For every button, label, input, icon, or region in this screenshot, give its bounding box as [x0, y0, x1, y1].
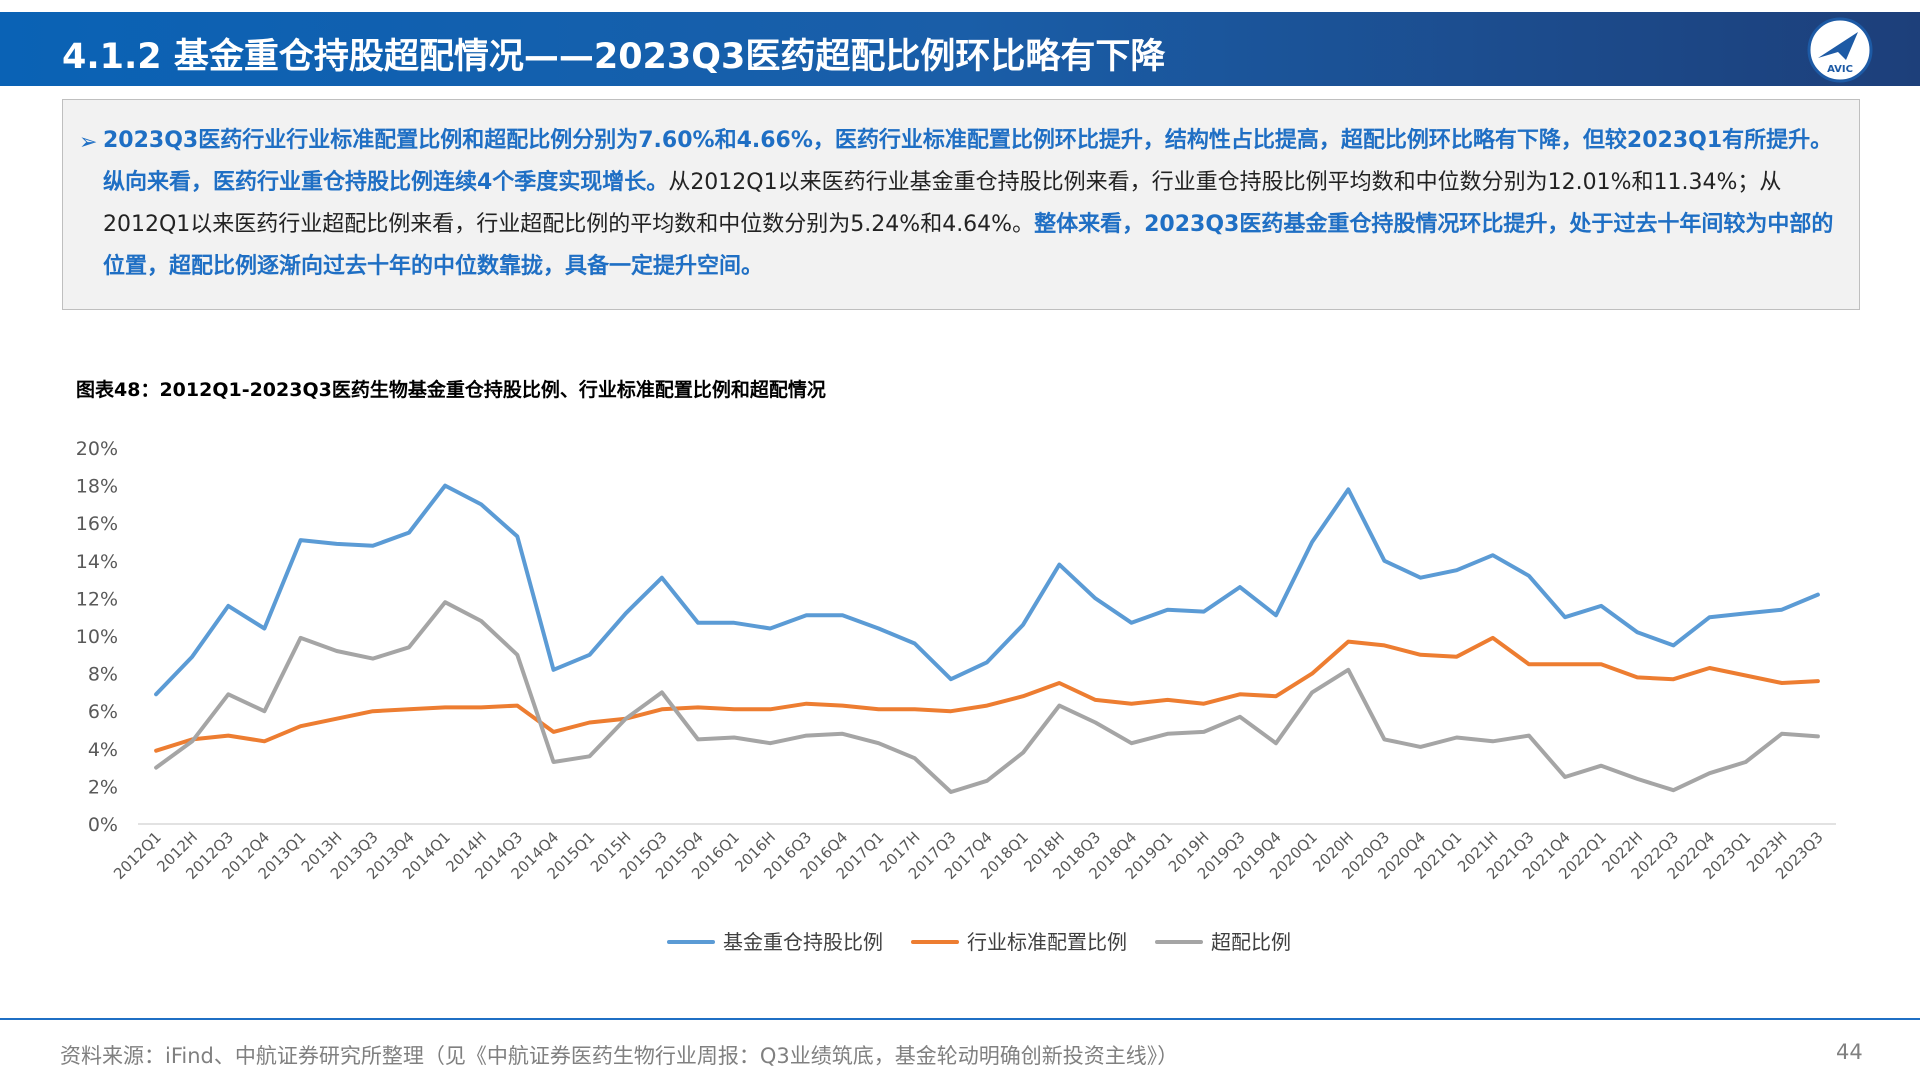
logo-text: AVIC	[1827, 64, 1853, 75]
summary-box: ➢ 2023Q3医药行业行业标准配置比例和超配比例分别为7.60%和4.66%，…	[62, 99, 1860, 310]
y-tick-label: 12%	[76, 588, 118, 610]
legend-label-1: 基金重仓持股比例	[723, 930, 883, 954]
summary-text: 2023Q3医药行业行业标准配置比例和超配比例分别为7.60%和4.66%，医药…	[103, 120, 1843, 288]
y-tick-label: 10%	[76, 626, 118, 648]
source-note: 资料来源：iFind、中航证券研究所整理（见《中航证券医药生物行业周报：Q3业绩…	[60, 1044, 1179, 1068]
y-tick-label: 2%	[88, 776, 118, 798]
series-line-3	[154, 600, 1820, 794]
summary-highlight-2: 整体来看，2023Q3医药基金重仓持股情况环比提升，处于过去十年间较为中部的位置…	[103, 212, 1834, 279]
footer-divider	[0, 1018, 1920, 1020]
x-axis: 2012Q12012H2012Q32012Q42013Q12013H2013Q3…	[110, 823, 1836, 883]
y-tick-label: 0%	[88, 814, 118, 836]
y-tick-label: 8%	[88, 664, 118, 686]
line-chart: 0% 2% 4% 6% 8% 10% 12% 14% 16% 18% 20% 2012Q12012H…	[76, 438, 1836, 954]
x-tick-label: 2012Q1	[110, 828, 165, 883]
y-tick-label: 4%	[88, 739, 118, 761]
series-line-1	[154, 483, 1820, 697]
bullet-arrow-icon: ➢	[79, 130, 98, 155]
chart-legend: 基金重仓持股比例 行业标准配置比例 超配比例	[667, 930, 1291, 954]
page-number: 44	[1836, 1040, 1863, 1064]
page-title: 4.1.2 基金重仓持股超配情况——2023Q3医药超配比例环比略有下降	[62, 37, 1166, 77]
summary-highlight-1: 2023Q3医药行业行业标准配置比例和超配比例分别为7.60%和4.66%，医药…	[103, 128, 1833, 195]
y-axis: 0% 2% 4% 6% 8% 10% 12% 14% 16% 18% 20%	[76, 438, 118, 836]
y-tick-label: 16%	[76, 513, 118, 535]
y-tick-label: 6%	[88, 701, 118, 723]
series-layer	[154, 483, 1820, 794]
legend-label-2: 行业标准配置比例	[967, 930, 1127, 954]
series-line-2	[154, 635, 1820, 753]
header-bar	[0, 12, 1920, 86]
y-tick-label: 18%	[76, 476, 118, 498]
avic-logo: AVIC	[1807, 17, 1873, 83]
y-tick-label: 20%	[76, 438, 118, 460]
chart-title: 图表48：2012Q1-2023Q3医药生物基金重仓持股比例、行业标准配置比例和…	[76, 379, 826, 401]
summary-plain: 从2012Q1以来医药行业基金重仓持股比例来看，行业重仓持股比例平均数和中位数分…	[103, 170, 1782, 237]
legend-label-3: 超配比例	[1211, 930, 1291, 954]
y-tick-label: 14%	[76, 551, 118, 573]
